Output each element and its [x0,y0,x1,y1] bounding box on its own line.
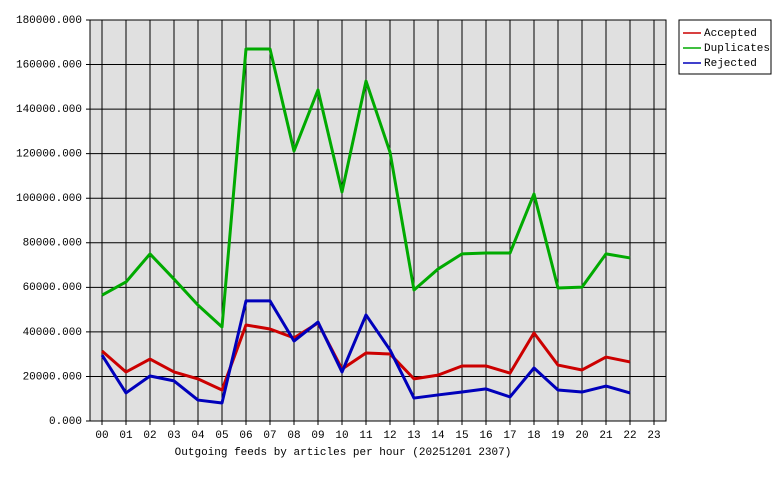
x-tick-label: 23 [647,430,660,442]
series-line [101,47,631,329]
x-tick-label: 15 [455,430,468,442]
x-tick-label: 01 [119,430,133,442]
x-tick-label: 22 [623,430,636,442]
x-tick-label: 20 [575,430,588,442]
y-tick-label: 140000.000 [16,104,82,116]
x-tick-label: 06 [239,430,252,442]
y-tick-label: 40000.000 [23,327,82,339]
plot-area [89,19,667,422]
x-tick-label: 21 [599,430,613,442]
y-tick-label: 0.000 [49,416,82,428]
y-tick-label: 60000.000 [23,282,82,294]
x-tick-label: 02 [143,430,156,442]
series-line [100,299,631,405]
x-tick-label: 03 [167,430,180,442]
legend-label: Rejected [704,58,757,70]
x-tick-label: 09 [311,430,324,442]
series-line [101,321,631,392]
x-tick-label: 08 [287,430,300,442]
x-tick-label: 00 [95,430,108,442]
legend-label: Duplicates [704,43,770,55]
y-tick-label: 120000.000 [16,149,82,161]
x-tick-label: 04 [191,430,205,442]
x-axis-label: Outgoing feeds by articles per hour (202… [175,447,512,459]
y-tick-label: 180000.000 [16,15,82,27]
x-tick-label: 07 [263,430,276,442]
x-tick-label: 12 [383,430,396,442]
x-tick-label: 05 [215,430,228,442]
x-tick-label: 16 [479,430,492,442]
y-tick-label: 20000.000 [23,371,82,383]
y-tick-label: 100000.000 [16,193,82,205]
x-tick-label: 18 [527,430,540,442]
x-tick-label: 10 [335,430,348,442]
x-tick-label: 11 [359,430,373,442]
x-tick-label: 19 [551,430,564,442]
y-tick-label: 160000.000 [16,59,82,71]
legend-box [678,19,772,75]
x-tick-label: 14 [431,430,445,442]
legend-label: Accepted [704,28,757,40]
x-tick-label: 17 [503,430,516,442]
y-tick-label: 80000.000 [23,238,82,250]
x-tick-label: 13 [407,430,420,442]
